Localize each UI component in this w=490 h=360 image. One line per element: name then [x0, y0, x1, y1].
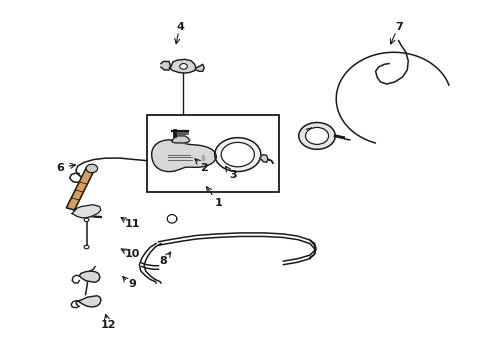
Polygon shape — [152, 140, 216, 172]
Bar — [147, 115, 279, 192]
Circle shape — [221, 143, 254, 167]
Text: 9: 9 — [128, 279, 136, 289]
Circle shape — [84, 245, 89, 249]
Polygon shape — [161, 62, 171, 70]
Text: 12: 12 — [100, 320, 116, 330]
Circle shape — [299, 122, 335, 149]
Polygon shape — [259, 154, 268, 162]
Text: 6: 6 — [56, 163, 64, 173]
Polygon shape — [76, 296, 101, 307]
Circle shape — [84, 218, 89, 222]
Circle shape — [180, 64, 187, 69]
Circle shape — [305, 127, 329, 144]
Text: 2: 2 — [200, 163, 208, 173]
Text: 4: 4 — [176, 22, 184, 32]
Polygon shape — [79, 271, 100, 282]
Polygon shape — [72, 205, 101, 218]
Polygon shape — [202, 154, 204, 159]
Circle shape — [86, 164, 98, 173]
Text: 3: 3 — [229, 170, 237, 180]
Polygon shape — [172, 136, 190, 143]
Circle shape — [215, 138, 261, 171]
Text: 5: 5 — [306, 131, 314, 141]
Text: 11: 11 — [124, 219, 140, 229]
Text: 8: 8 — [159, 256, 167, 266]
Polygon shape — [67, 168, 94, 210]
Text: 10: 10 — [124, 249, 140, 259]
Text: 7: 7 — [395, 22, 403, 32]
Polygon shape — [196, 64, 204, 71]
Text: 1: 1 — [215, 198, 222, 208]
Polygon shape — [169, 59, 196, 73]
